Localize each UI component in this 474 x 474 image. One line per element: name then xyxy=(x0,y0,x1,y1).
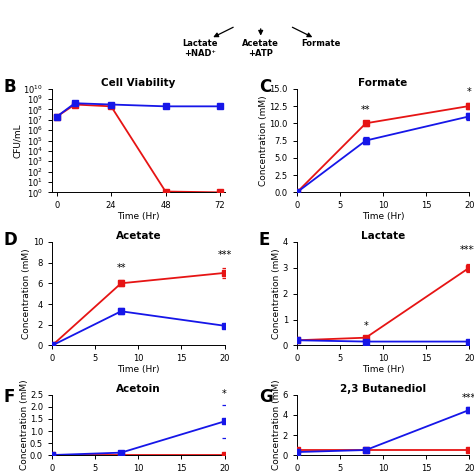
Y-axis label: Concentration (mM): Concentration (mM) xyxy=(272,248,281,339)
Text: **: ** xyxy=(116,263,126,273)
Y-axis label: CFU/mL: CFU/mL xyxy=(13,123,22,158)
Y-axis label: Concentration (mM): Concentration (mM) xyxy=(22,248,31,339)
Text: ***: *** xyxy=(218,250,232,261)
X-axis label: Time (Hr): Time (Hr) xyxy=(362,212,404,221)
Title: 2,3 Butanediol: 2,3 Butanediol xyxy=(340,384,426,394)
Text: Acetate
+ATP: Acetate +ATP xyxy=(242,39,279,58)
X-axis label: Time (Hr): Time (Hr) xyxy=(117,212,160,221)
X-axis label: Time (Hr): Time (Hr) xyxy=(362,365,404,374)
Title: Acetoin: Acetoin xyxy=(116,384,161,394)
Text: D: D xyxy=(4,231,18,249)
Text: B: B xyxy=(4,78,17,96)
Text: ****: **** xyxy=(460,245,474,255)
Text: G: G xyxy=(259,388,273,406)
Title: Lactate: Lactate xyxy=(361,231,405,241)
Title: Acetate: Acetate xyxy=(116,231,161,241)
Text: *: * xyxy=(467,87,472,97)
X-axis label: Time (Hr): Time (Hr) xyxy=(117,365,160,374)
Text: ***: *** xyxy=(462,393,474,403)
Text: Formate: Formate xyxy=(301,39,341,48)
Text: **: ** xyxy=(361,105,371,115)
Y-axis label: Concentration (mM): Concentration (mM) xyxy=(259,95,268,186)
Text: E: E xyxy=(259,231,270,249)
Title: Cell Viability: Cell Viability xyxy=(101,78,175,88)
Text: F: F xyxy=(4,388,15,406)
Title: Formate: Formate xyxy=(358,78,408,88)
Text: C: C xyxy=(259,78,271,96)
Y-axis label: Concentration (mM): Concentration (mM) xyxy=(272,380,281,470)
Text: Lactate
+NAD⁺: Lactate +NAD⁺ xyxy=(182,39,218,58)
Text: *: * xyxy=(222,389,227,399)
Text: *: * xyxy=(364,321,368,331)
Y-axis label: Concentration (mM): Concentration (mM) xyxy=(19,380,28,470)
